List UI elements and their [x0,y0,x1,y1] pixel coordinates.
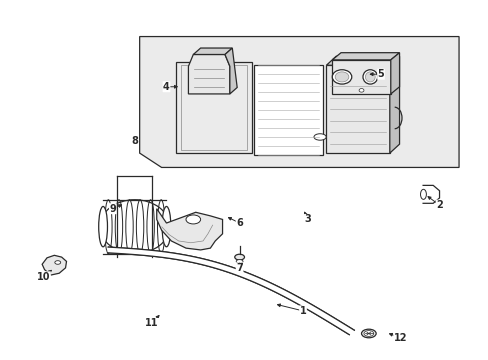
Polygon shape [157,209,222,250]
Ellipse shape [99,206,107,247]
Ellipse shape [365,72,374,82]
Polygon shape [331,53,399,60]
Ellipse shape [334,72,348,82]
Text: 4: 4 [163,82,169,92]
Text: 10: 10 [37,272,50,282]
Polygon shape [140,37,458,167]
Ellipse shape [358,89,363,92]
Bar [176,62,251,153]
Polygon shape [389,56,399,153]
Text: 5: 5 [377,69,384,79]
Text: 12: 12 [393,333,407,343]
Polygon shape [390,53,399,94]
Ellipse shape [234,254,244,260]
Polygon shape [326,56,399,65]
Text: 11: 11 [145,319,158,328]
Ellipse shape [362,70,377,84]
Ellipse shape [331,70,351,84]
Ellipse shape [363,330,373,336]
Text: 2: 2 [435,200,442,210]
Bar [326,65,389,153]
Text: 8: 8 [131,136,138,145]
Ellipse shape [55,261,61,264]
Text: 1: 1 [299,306,306,316]
Ellipse shape [361,329,375,338]
FancyBboxPatch shape [254,65,322,155]
Text: 9: 9 [109,204,116,214]
Text: 6: 6 [236,218,243,228]
Bar [181,65,246,149]
Ellipse shape [162,206,170,247]
Bar [331,60,390,94]
Ellipse shape [313,134,325,140]
Ellipse shape [185,215,200,224]
Polygon shape [188,54,229,94]
Ellipse shape [100,200,169,253]
Polygon shape [224,48,237,94]
Text: 3: 3 [304,215,311,224]
Ellipse shape [236,260,243,263]
Polygon shape [42,255,66,275]
Text: 7: 7 [236,263,243,273]
Polygon shape [193,48,232,54]
